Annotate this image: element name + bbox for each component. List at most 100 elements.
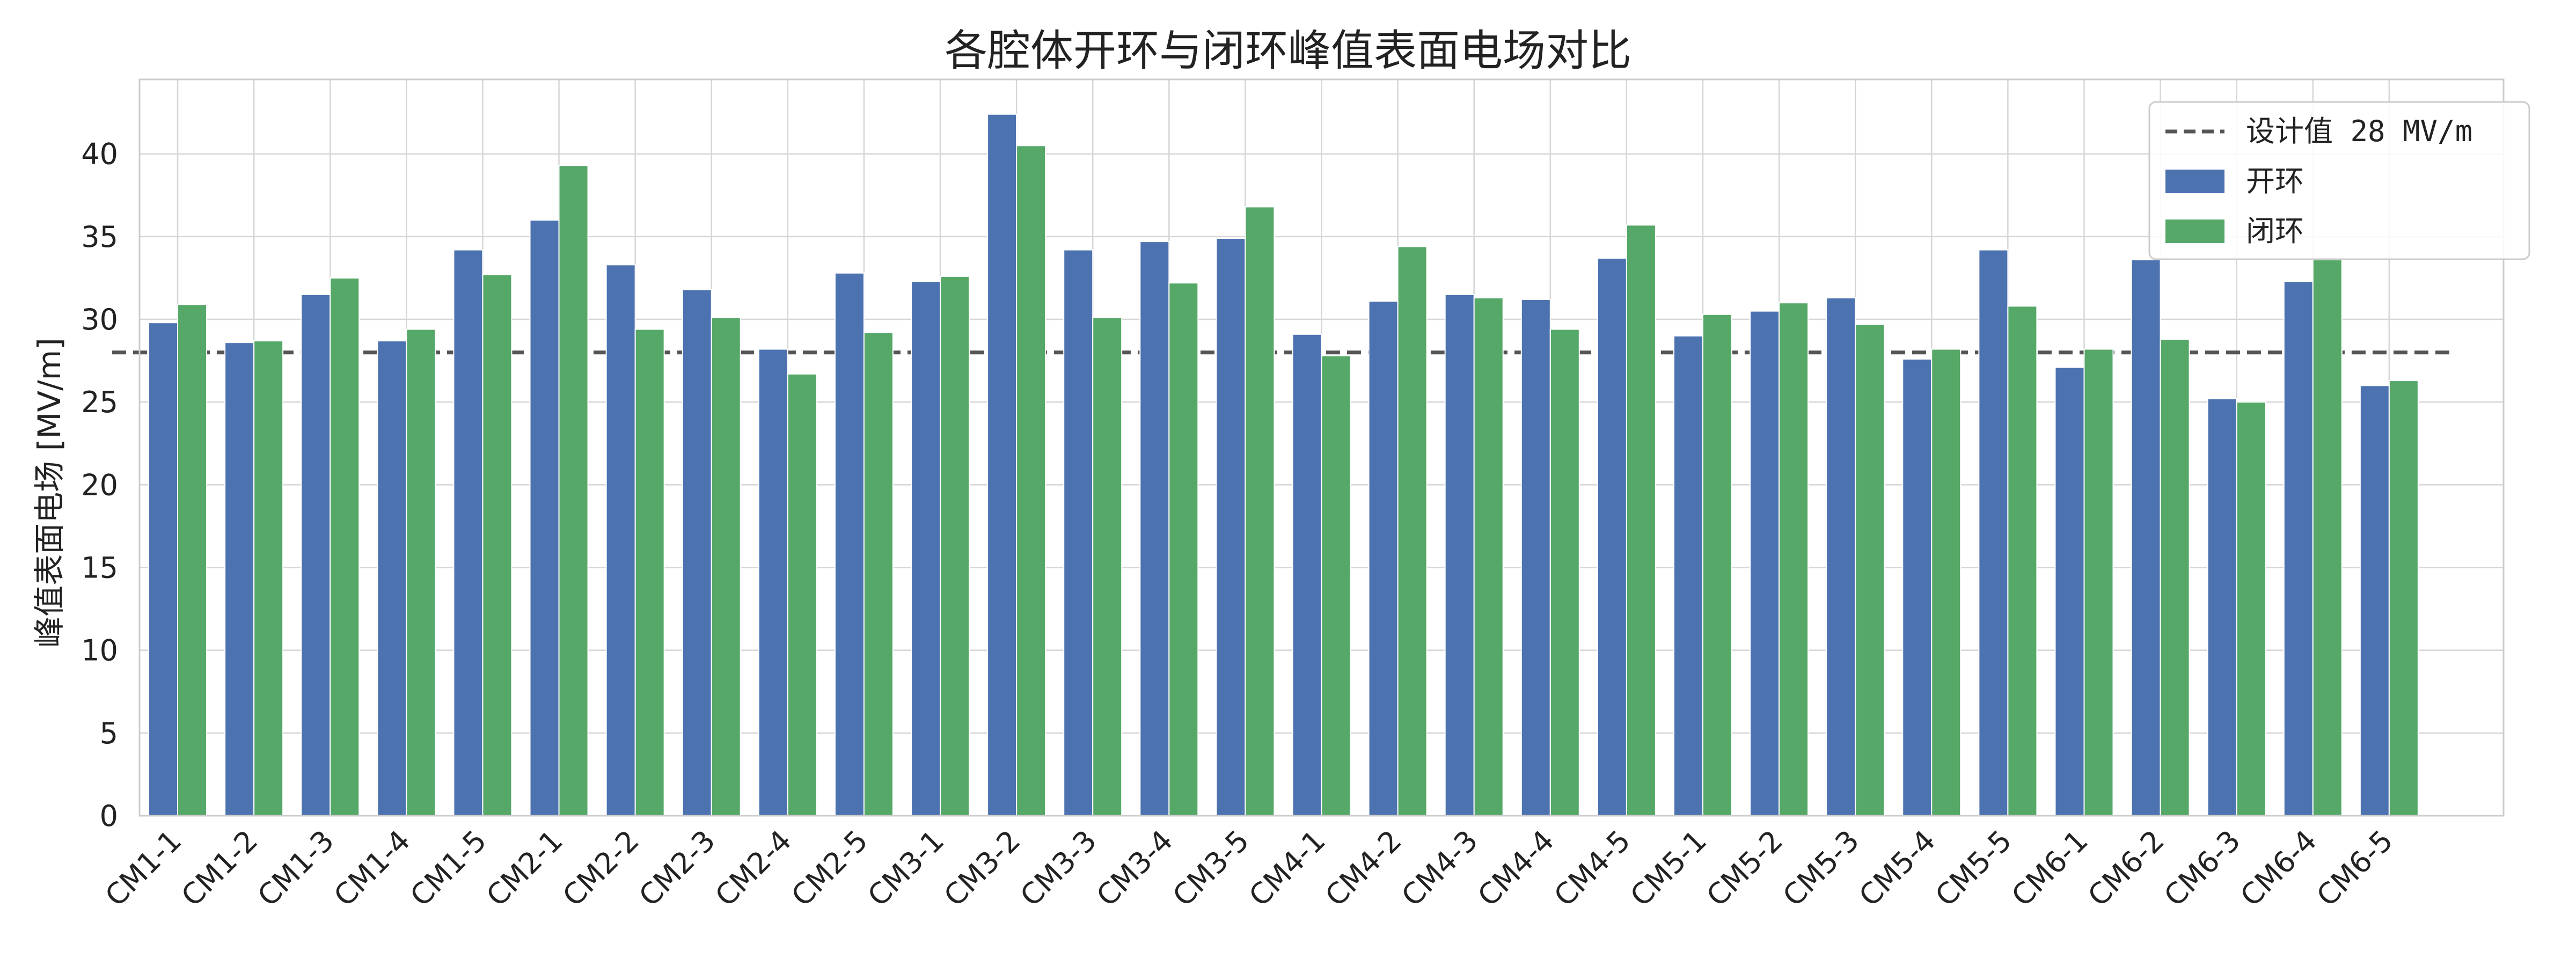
bar-open-loop-CM4-5	[1597, 257, 1627, 817]
bar-open-loop-CM3-5	[1216, 237, 1246, 816]
x-tick-label: CM3-4	[1090, 824, 1180, 913]
bar-closed-loop-CM2-5	[863, 332, 894, 816]
bar-open-loop-CM5-3	[1826, 297, 1856, 816]
bar-open-loop-CM3-2	[987, 113, 1018, 816]
x-tick-label: CM4-5	[1548, 824, 1637, 913]
bar-open-loop-CM4-3	[1444, 294, 1475, 816]
x-tick-label: CM5-2	[1700, 824, 1790, 913]
bar-open-loop-CM2-1	[529, 219, 560, 817]
y-tick-label: 5	[100, 716, 118, 750]
x-tick-label: CM1-3	[251, 824, 341, 913]
plot-frame	[138, 78, 2505, 817]
x-tick-label: CM4-2	[1319, 824, 1408, 913]
x-tick-label: CM4-3	[1395, 824, 1484, 913]
bar-closed-loop-CM5-1	[1702, 313, 1732, 816]
x-tick-label: CM1-2	[175, 824, 265, 913]
bar-closed-loop-CM2-4	[787, 373, 817, 816]
x-tick-label: CM3-5	[1166, 824, 1256, 913]
y-tick-label: 30	[81, 303, 118, 336]
bar-open-loop-CM6-3	[2207, 398, 2237, 816]
bar-open-loop-CM2-2	[605, 264, 636, 816]
x-tick-label: CM1-1	[99, 824, 188, 913]
bar-closed-loop-CM1-1	[177, 304, 208, 816]
x-tick-label: CM5-4	[1853, 824, 1942, 913]
bar-closed-loop-CM5-5	[2007, 305, 2038, 816]
bar-open-loop-CM1-2	[224, 342, 255, 816]
bars-layer	[148, 113, 2419, 817]
bar-open-loop-CM3-3	[1063, 249, 1094, 816]
x-tick-label: CM2-2	[556, 824, 646, 913]
legend-label-reference: 设计值 28 MV/m	[2246, 114, 2472, 148]
x-tick-label: CM4-4	[1471, 824, 1561, 913]
bar-open-loop-CM1-4	[377, 340, 407, 816]
x-tick-label: CM5-1	[1624, 824, 1714, 913]
x-tick-label: CM1-4	[327, 824, 417, 913]
bar-closed-loop-CM4-3	[1473, 297, 1504, 816]
y-tick-label: 40	[81, 137, 118, 171]
bar-closed-loop-CM6-4	[2312, 259, 2343, 817]
bar-open-loop-CM6-5	[2359, 385, 2390, 816]
bar-open-loop-CM5-4	[1902, 358, 1933, 816]
y-tick-labels: 0 5 10 15 20 25 30 35 40	[81, 137, 118, 833]
x-tick-labels: CM1-1CM1-2CM1-3CM1-4CM1-5CM2-1CM2-2CM2-3…	[99, 824, 2399, 913]
bar-closed-loop-CM2-3	[711, 317, 741, 816]
bar-open-loop-CM2-4	[758, 348, 788, 816]
bar-open-loop-CM4-4	[1520, 299, 1551, 816]
bar-closed-loop-CM4-5	[1626, 224, 1656, 816]
y-tick-label: 35	[81, 220, 118, 254]
bar-open-loop-CM3-4	[1139, 241, 1170, 816]
x-tick-label: CM2-4	[708, 824, 798, 913]
bar-closed-loop-CM6-1	[2083, 348, 2114, 816]
legend-label-series-2: 闭环	[2246, 214, 2304, 248]
bar-closed-loop-CM5-3	[1855, 324, 1885, 816]
y-tick-label: 15	[81, 551, 118, 585]
bar-closed-loop-CM3-2	[1016, 145, 1046, 817]
bar-open-loop-CM3-1	[911, 281, 941, 816]
x-tick-label: CM5-5	[1929, 824, 2018, 913]
legend-swatch-series-1	[2165, 170, 2224, 193]
bar-open-loop-CM2-5	[834, 272, 865, 816]
bar-closed-loop-CM4-2	[1397, 246, 1428, 817]
y-tick-label: 10	[81, 634, 118, 668]
x-tick-label: CM6-2	[2081, 824, 2171, 913]
bar-open-loop-CM2-3	[682, 289, 712, 816]
y-tick-label: 25	[81, 385, 118, 419]
bar-closed-loop-CM3-4	[1168, 282, 1199, 816]
bar-closed-loop-CM1-4	[406, 328, 436, 816]
legend-box	[2148, 101, 2530, 260]
y-tick-label: 20	[81, 468, 118, 502]
x-tick-label: CM3-2	[938, 824, 1027, 913]
x-tick-label: CM4-1	[1242, 824, 1332, 913]
x-tick-label: CM6-4	[2234, 824, 2323, 913]
bar-open-loop-CM1-5	[453, 249, 484, 816]
x-tick-label: CM3-3	[1014, 824, 1103, 913]
legend-swatch-series-2	[2165, 219, 2224, 243]
x-tick-label: CM6-5	[2310, 824, 2400, 913]
bar-closed-loop-CM4-1	[1321, 355, 1351, 816]
bar-open-loop-CM5-1	[1673, 335, 1703, 816]
bar-closed-loop-CM1-5	[482, 274, 513, 817]
bar-closed-loop-CM6-5	[2388, 380, 2419, 816]
x-tick-label: CM2-1	[480, 824, 569, 913]
bar-closed-loop-CM5-2	[1779, 302, 1809, 816]
bar-closed-loop-CM1-2	[253, 340, 284, 816]
chart-title: 各腔体开环与闭环峰值表面电场对比	[945, 26, 1631, 76]
bar-closed-loop-CM2-1	[558, 165, 589, 816]
x-tick-label: CM5-3	[1776, 824, 1866, 913]
bar-closed-loop-CM6-2	[2160, 339, 2190, 816]
bar-open-loop-CM6-1	[2054, 367, 2085, 816]
bar-closed-loop-CM3-3	[1092, 317, 1123, 816]
bar-open-loop-CM4-2	[1368, 301, 1399, 816]
bar-open-loop-CM5-2	[1750, 310, 1780, 816]
bar-open-loop-CM1-3	[301, 294, 331, 816]
y-tick-label: 0	[100, 799, 118, 833]
bar-closed-loop-CM3-5	[1245, 206, 1275, 817]
x-tick-label: CM6-1	[2005, 824, 2095, 913]
x-tick-label: CM2-5	[785, 824, 875, 913]
x-tick-label: CM2-3	[632, 824, 722, 913]
bar-open-loop-CM6-2	[2131, 259, 2161, 817]
bar-closed-loop-CM4-4	[1549, 328, 1580, 816]
bar-closed-loop-CM1-3	[330, 277, 360, 816]
